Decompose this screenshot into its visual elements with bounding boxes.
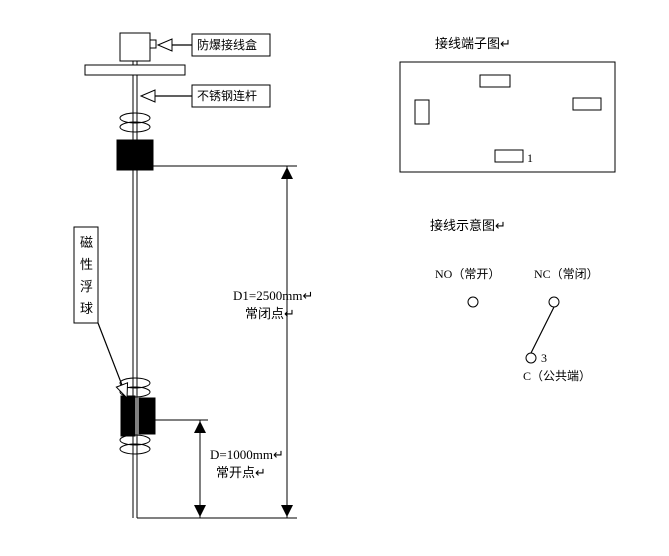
- svg-text:接线端子图↵: 接线端子图↵: [435, 36, 511, 51]
- svg-text:球: 球: [80, 301, 93, 316]
- svg-text:磁: 磁: [80, 235, 93, 250]
- svg-text:NC（常闭）: NC（常闭）: [534, 267, 599, 281]
- svg-text:防爆接线盒: 防爆接线盒: [197, 37, 257, 52]
- svg-text:不锈钢连杆: 不锈钢连杆: [197, 88, 257, 103]
- svg-text:常闭点↵: 常闭点↵: [245, 306, 295, 321]
- svg-text:C（公共端）: C（公共端）: [523, 369, 591, 383]
- svg-text:性: 性: [80, 257, 93, 272]
- svg-text:常开点↵: 常开点↵: [216, 465, 266, 480]
- svg-text:接线示意图↵: 接线示意图↵: [430, 218, 506, 233]
- svg-text:D1=2500mm↵: D1=2500mm↵: [233, 288, 313, 303]
- float-switch-diagram: 防爆接线盒不锈钢连杆磁性浮球 D1=2500mm↵ 常闭点↵ D=1000mm↵ 常开点…: [0, 0, 669, 556]
- svg-text:NO（常开）: NO（常开）: [435, 267, 500, 281]
- svg-text:D=1000mm↵: D=1000mm↵: [210, 447, 284, 462]
- svg-text:1: 1: [527, 151, 533, 165]
- svg-text:3: 3: [541, 351, 547, 365]
- terminal-c: [526, 353, 536, 363]
- svg-text:浮: 浮: [80, 279, 93, 294]
- terminal-no: [468, 297, 478, 307]
- terminal-nc: [549, 297, 559, 307]
